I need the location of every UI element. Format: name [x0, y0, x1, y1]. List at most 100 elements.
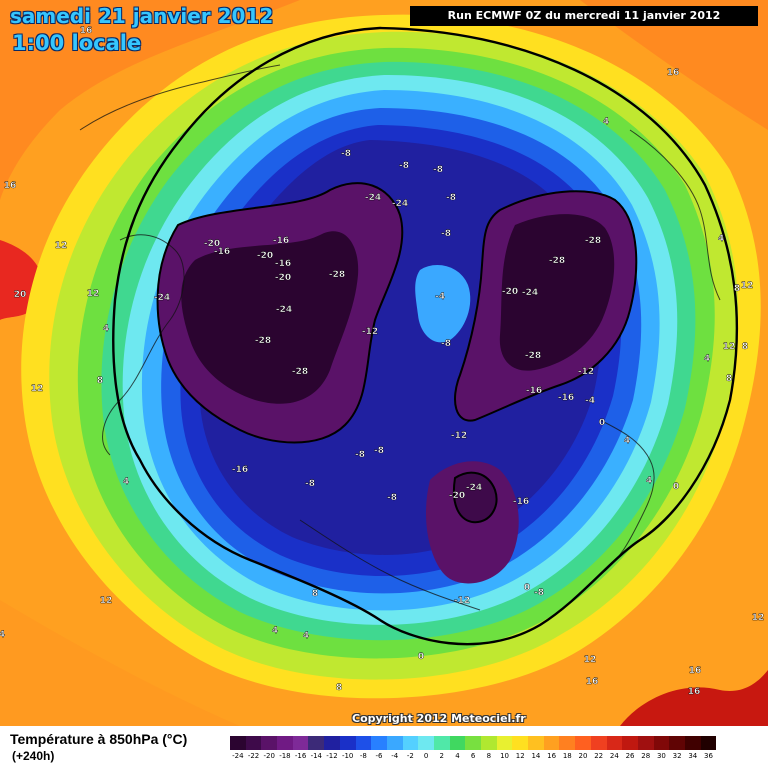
legend-tick-label: 2 [439, 752, 445, 760]
legend-swatch [261, 736, 278, 750]
legend-swatch [653, 736, 670, 750]
legend-swatch [512, 736, 529, 750]
contour-label: -8 [399, 161, 409, 171]
legend-swatch [543, 736, 560, 750]
contour-label: -24 [276, 305, 292, 315]
contour-label: -20 [449, 491, 465, 501]
contour-label: 4 [603, 117, 609, 127]
contour-label: 12 [741, 281, 754, 291]
contour-label: -20 [204, 239, 220, 249]
contour-label: 12 [752, 613, 765, 623]
cold-core-central-asia-inner [453, 472, 497, 523]
contour-label: 8 [312, 589, 318, 599]
contour-label: -28 [585, 236, 601, 246]
legend-tick-label: 28 [641, 752, 651, 760]
contour-label: -16 [275, 259, 291, 269]
contour-label: 4 [272, 626, 278, 636]
legend-tick-label: 22 [594, 752, 604, 760]
contour-label: -8 [433, 165, 443, 175]
contour-label: 4 [0, 630, 5, 640]
legend-tick-label: -12 [326, 752, 338, 760]
contour-label: -8 [374, 446, 384, 456]
contour-label: -12 [362, 327, 378, 337]
legend-swatch [496, 736, 513, 750]
legend-swatch [559, 736, 576, 750]
cold-isotherms [156, 182, 638, 524]
legend-tick-label: -14 [310, 752, 322, 760]
contour-label: -16 [214, 247, 230, 257]
legend-swatch [465, 736, 481, 750]
contour-label: -12 [451, 431, 467, 441]
contour-label: 0 [673, 482, 679, 492]
contour-label: -4 [585, 396, 595, 406]
contour-label: -8 [341, 149, 351, 159]
contour-label: 8 [734, 284, 740, 294]
legend-swatch [371, 736, 387, 750]
legend-swatch [669, 736, 685, 750]
contour-label: 16 [667, 68, 680, 78]
legend-tick-label: -8 [359, 752, 367, 760]
arctic-warm-tongue [415, 265, 471, 343]
copyright-notice: Copyright 2012 Meteociel.fr [352, 712, 526, 725]
contour-label: -28 [255, 336, 271, 346]
contour-label: 20 [14, 290, 27, 300]
contour-label: -24 [365, 193, 381, 203]
legend-tick-label: 4 [455, 752, 460, 760]
contour-label: 4 [704, 354, 710, 364]
contour-label: -28 [549, 256, 565, 266]
legend-tick-label: -22 [247, 752, 260, 760]
color-scale-ticks: -24 -22 -20 -18 -16 -14 -12 -10 -8 -6 -4 -2 0 2 4 6 8 10 1… [230, 752, 716, 760]
legend-footer: Température à 850hPa (°C) (+240h) -24 -22… [0, 726, 768, 768]
legend-swatch [684, 736, 701, 750]
legend-tick-label: 18 [562, 752, 572, 760]
legend-swatch [481, 736, 497, 750]
contour-label: -20 [502, 287, 518, 297]
contour-label: -24 [154, 293, 170, 303]
contour-label: -8 [387, 493, 397, 503]
legend-swatch [622, 736, 638, 750]
contour-label: 16 [586, 677, 599, 687]
contour-label: -28 [525, 351, 541, 361]
legend-swatch [590, 736, 607, 750]
warm-corner-ne [580, 0, 768, 130]
legend-tick-label: 14 [531, 752, 541, 760]
legend-tick-label: 30 [656, 752, 666, 760]
temperature-field [0, 0, 768, 726]
contour-label: -8 [446, 193, 456, 203]
hot-spot-southeast [620, 670, 768, 726]
contour-label: -16 [273, 236, 289, 246]
contour-label: -12 [454, 596, 470, 606]
contour-label: 12 [87, 289, 100, 299]
legend-tick-label: 34 [688, 752, 698, 760]
forecast-time: 1:00 locale [12, 31, 142, 55]
contour-label: 8 [726, 374, 732, 384]
contour-label: -16 [232, 465, 248, 475]
contour-label: -16 [513, 497, 529, 507]
legend-tick-label: 24 [609, 752, 619, 760]
contour-label: 4 [646, 476, 652, 486]
cold-core-north-america-inner [181, 231, 359, 404]
legend-swatch [292, 736, 309, 750]
legend-tick-label: 36 [704, 752, 713, 760]
legend-swatch [230, 736, 246, 750]
contour-label: 12 [723, 342, 736, 352]
legend-swatch [245, 736, 262, 750]
forecast-date: samedi 21 janvier 2012 [10, 4, 274, 28]
field-label: Température à 850hPa (°C) [10, 731, 188, 747]
contour-label: -4 [435, 292, 445, 302]
contour-label: 12 [55, 241, 68, 251]
cold-core-siberia-inner [499, 214, 615, 371]
legend-swatch [637, 736, 654, 750]
contour-label: -16 [526, 386, 542, 396]
legend-tick-label: -24 [232, 752, 244, 760]
contour-label: 8 [742, 342, 748, 352]
legend-tick-label: -10 [341, 752, 354, 760]
contour-label: 4 [624, 436, 630, 446]
legend-tick-label: 12 [515, 752, 525, 760]
legend-tick-label: 20 [578, 752, 588, 760]
legend-swatch [402, 736, 419, 750]
contour-label: -24 [466, 483, 482, 493]
contour-label: -8 [534, 588, 544, 598]
legend-swatch [386, 736, 403, 750]
contour-label: -28 [292, 367, 308, 377]
